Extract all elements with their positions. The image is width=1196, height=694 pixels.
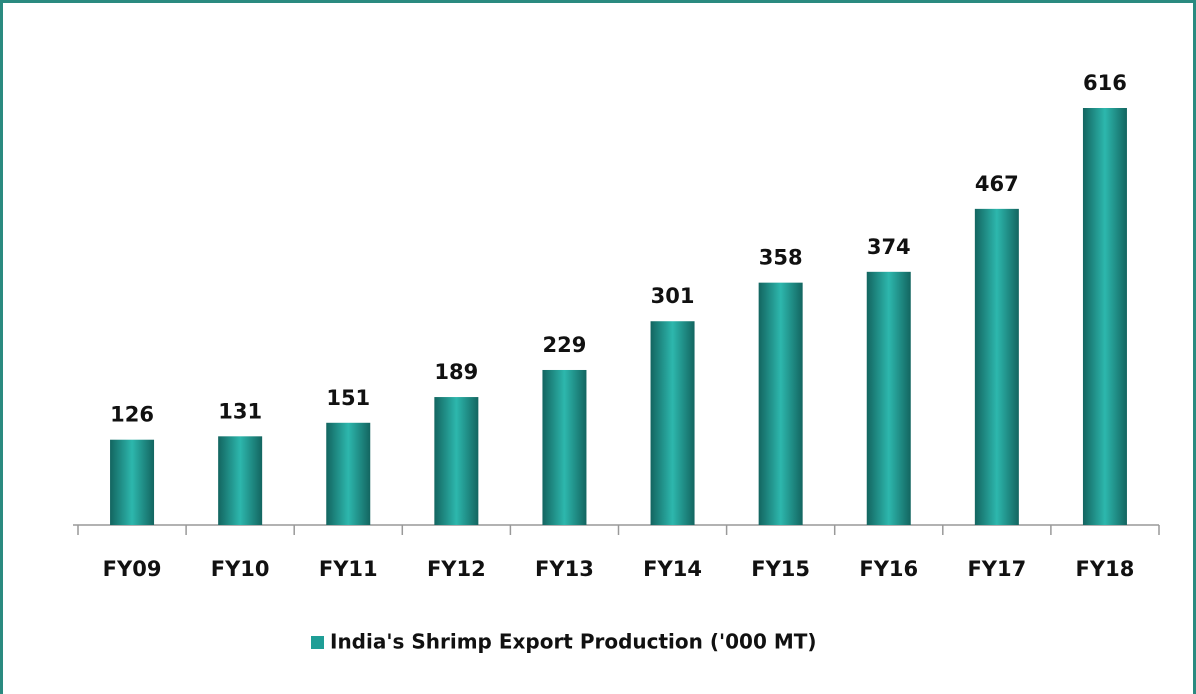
bar — [974, 208, 1019, 525]
bar — [650, 321, 695, 525]
x-tick-label: FY11 — [319, 557, 378, 581]
x-tick-label: FY14 — [643, 557, 702, 581]
data-label: 229 — [543, 333, 587, 357]
x-tick-label: FY13 — [535, 557, 594, 581]
bar — [110, 439, 155, 525]
bar — [1082, 108, 1127, 525]
x-tick-label: FY17 — [967, 557, 1026, 581]
data-label: 358 — [759, 246, 803, 270]
data-label: 374 — [867, 235, 911, 259]
x-tick-label: FY16 — [859, 557, 918, 581]
x-tick-label: FY15 — [751, 557, 810, 581]
bar — [218, 436, 263, 525]
data-label: 126 — [110, 403, 154, 427]
data-label: 467 — [975, 172, 1019, 196]
x-tick-label: FY18 — [1076, 557, 1135, 581]
x-tick-label: FY10 — [211, 557, 270, 581]
data-label: 616 — [1083, 71, 1127, 95]
legend-swatch — [311, 636, 324, 649]
data-label: 301 — [651, 284, 695, 308]
bar — [326, 422, 371, 525]
x-tick-label: FY09 — [103, 557, 162, 581]
bar — [758, 282, 803, 525]
bar — [542, 369, 587, 525]
bar — [434, 397, 479, 525]
data-label: 151 — [326, 386, 370, 410]
data-label: 189 — [434, 360, 478, 384]
data-label: 131 — [218, 399, 262, 423]
x-tick-label: FY12 — [427, 557, 486, 581]
bar — [866, 271, 911, 525]
legend-text: India's Shrimp Export Production ('000 M… — [330, 630, 817, 654]
